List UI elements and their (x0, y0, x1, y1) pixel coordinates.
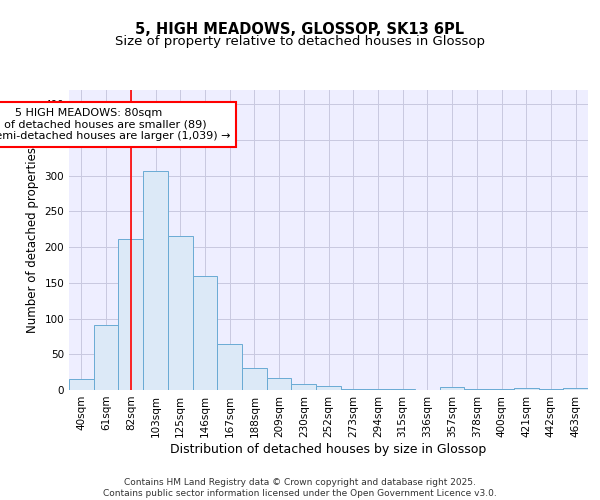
Bar (292, 384, 316, 390)
Text: Contains HM Land Registry data © Crown copyright and database right 2025.
Contai: Contains HM Land Registry data © Crown c… (103, 478, 497, 498)
Y-axis label: Number of detached properties: Number of detached properties (26, 147, 39, 333)
Bar (69, 380, 94, 390)
X-axis label: Distribution of detached houses by size in Glossop: Distribution of detached houses by size … (170, 442, 487, 456)
Bar (118, 240, 143, 390)
Bar (563, 388, 588, 390)
Bar (217, 344, 242, 390)
Bar (267, 378, 292, 390)
Bar (514, 388, 539, 390)
Bar (168, 236, 193, 390)
Bar (94, 325, 118, 390)
Bar (440, 387, 464, 390)
Bar (242, 368, 267, 390)
Bar (193, 276, 217, 390)
Text: 5 HIGH MEADOWS: 80sqm
← 8% of detached houses are smaller (89)
92% of semi-detac: 5 HIGH MEADOWS: 80sqm ← 8% of detached h… (0, 108, 230, 141)
Bar (341, 388, 365, 390)
Bar (316, 386, 341, 390)
Bar (143, 172, 168, 390)
Text: 5, HIGH MEADOWS, GLOSSOP, SK13 6PL: 5, HIGH MEADOWS, GLOSSOP, SK13 6PL (136, 22, 464, 38)
Text: Size of property relative to detached houses in Glossop: Size of property relative to detached ho… (115, 35, 485, 48)
